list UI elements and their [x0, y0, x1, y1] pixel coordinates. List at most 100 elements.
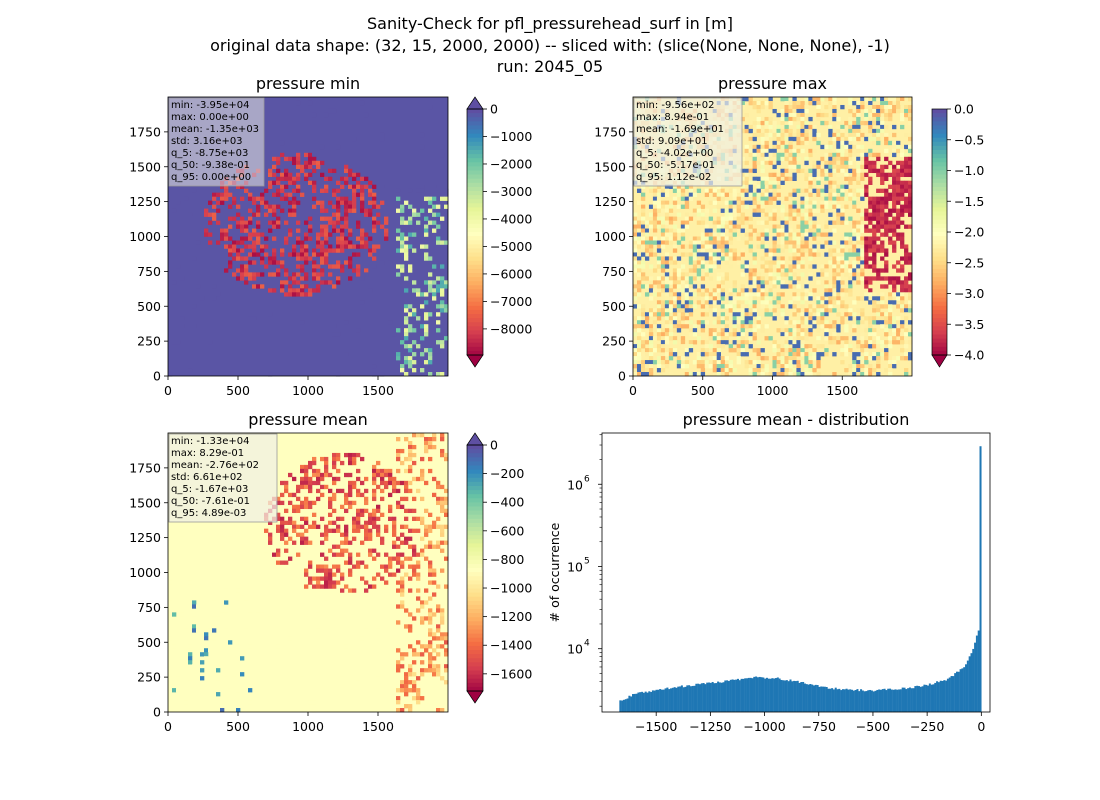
- heatmap-cell: [736, 360, 741, 365]
- heatmap-cell: [348, 172, 353, 178]
- heatmap-cell: [856, 256, 861, 261]
- colorbar-segment: [467, 170, 483, 176]
- heatmap-cell: [252, 272, 257, 277]
- heatmap-cell: [292, 180, 297, 185]
- heatmap-cell: [744, 308, 749, 313]
- colorbar-segment: [467, 158, 483, 163]
- heatmap-cell: [280, 196, 285, 201]
- colorbar-segment: [932, 223, 947, 229]
- heatmap-cell: [732, 232, 737, 237]
- heatmap-cell: [788, 268, 793, 273]
- heatmap-cell: [308, 580, 313, 585]
- heatmap-cell: [784, 328, 789, 333]
- heatmap-cell: [424, 668, 429, 673]
- heatmap-cell: [840, 168, 845, 174]
- heatmap-cell: [288, 516, 293, 521]
- heatmap-cell: [408, 464, 413, 470]
- heatmap-cell: [320, 584, 325, 589]
- heatmap-cell: [768, 104, 773, 110]
- colorbar-segment: [932, 256, 947, 262]
- heatmap-cell: [404, 484, 409, 490]
- heatmap-cell: [904, 208, 909, 213]
- heatmap-cell: [780, 260, 785, 265]
- heatmap-cell: [808, 276, 813, 281]
- heatmap-cell: [660, 360, 666, 365]
- heatmap-cell: [752, 276, 757, 281]
- heatmap-cell: [764, 220, 769, 225]
- heatmap-cell: [336, 228, 341, 233]
- heatmap-cell: [668, 228, 674, 233]
- heatmap-cell: [760, 104, 765, 110]
- heatmap-cell: [356, 244, 361, 249]
- heatmap-cell: [440, 504, 445, 510]
- colorbar-segment: [932, 191, 947, 196]
- heatmap-cell: [428, 612, 433, 617]
- heatmap-cell: [240, 220, 245, 225]
- heatmap-cell: [800, 344, 805, 349]
- heatmap-cell: [372, 216, 377, 221]
- heatmap-cell: [260, 284, 265, 289]
- heatmap-cell: [836, 272, 841, 277]
- heatmap-cell: [236, 588, 241, 593]
- heatmap-cell: [216, 192, 221, 197]
- stats-line: min: -9.56e+02: [636, 100, 715, 111]
- colorbar-segment: [932, 186, 947, 192]
- heatmap-cell: [884, 220, 889, 225]
- heatmap-cell: [396, 188, 401, 193]
- heatmap-cell: [368, 548, 373, 553]
- heatmap-cell: [368, 516, 373, 521]
- heatmap-cell: [892, 164, 897, 170]
- heatmap-cell: [824, 112, 829, 118]
- heatmap-cell: [800, 304, 805, 309]
- heatmap-cell: [868, 244, 873, 249]
- heatmap-cell: [716, 312, 721, 317]
- colorbar-segment: [467, 539, 483, 544]
- heatmap-cell: [804, 272, 809, 277]
- heatmap-cell: [228, 224, 233, 229]
- heatmap-cell: [904, 104, 909, 110]
- heatmap-cell: [304, 232, 309, 237]
- heatmap-cell: [708, 360, 714, 365]
- heatmap-cell: [216, 552, 221, 557]
- heatmap-cell: [440, 636, 445, 641]
- heatmap-cell: [328, 496, 333, 502]
- heatmap-cell: [864, 208, 869, 213]
- heatmap-cell: [720, 360, 725, 365]
- heatmap-cell: [888, 236, 893, 241]
- heatmap-cell: [868, 200, 873, 205]
- heatmap-cell: [884, 252, 889, 257]
- y-tick-label: 1500: [129, 495, 161, 510]
- heatmap-cell: [716, 260, 721, 265]
- heatmap-cell: [796, 372, 801, 377]
- heatmap-cell: [316, 240, 321, 245]
- heatmap-cell: [764, 312, 769, 317]
- heatmap-cell: [792, 192, 797, 197]
- heatmap-cell: [688, 260, 694, 265]
- heatmap-cell: [633, 348, 638, 353]
- heatmap-cell: [396, 504, 401, 510]
- heatmap-cell: [812, 200, 817, 205]
- heatmap-cell: [876, 268, 881, 273]
- heatmap-cell: [644, 232, 650, 237]
- heatmap-cell: [428, 528, 433, 533]
- heatmap-cell: [780, 336, 785, 341]
- heatmap-cell: [304, 480, 309, 486]
- heatmap-cell: [336, 332, 341, 337]
- heatmap-cell: [852, 276, 857, 281]
- heatmap-cell: [752, 144, 757, 150]
- heatmap-cell: [744, 192, 749, 197]
- heatmap-cell: [868, 320, 873, 325]
- heatmap-cell: [840, 128, 845, 134]
- heatmap-cell: [348, 556, 353, 561]
- heatmap-cell: [848, 196, 853, 201]
- heatmap-cell: [880, 196, 885, 201]
- heatmap-cell: [820, 208, 825, 213]
- heatmap-cell: [264, 212, 269, 217]
- heatmap-cell: [712, 296, 717, 301]
- heatmap-cell: [344, 220, 349, 225]
- heatmap-cell: [764, 308, 769, 313]
- heatmap-cell: [256, 232, 261, 237]
- heatmap-cell: [800, 112, 805, 118]
- heatmap-cell: [180, 276, 185, 281]
- colorbar-segment: [932, 182, 947, 188]
